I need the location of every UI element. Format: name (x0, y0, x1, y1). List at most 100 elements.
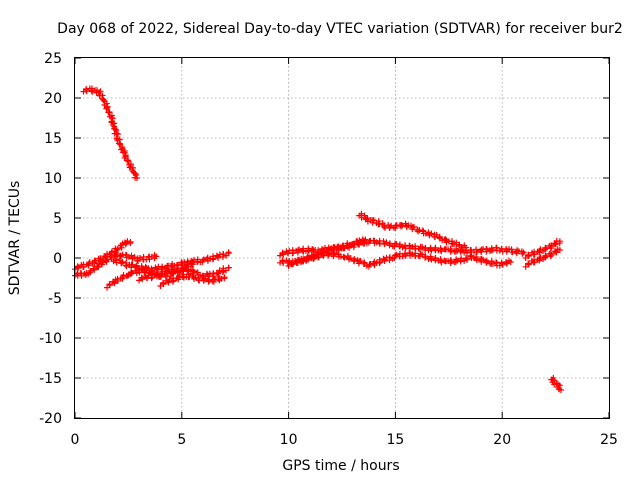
data-point-marker (462, 244, 469, 251)
grid-lines (75, 58, 609, 418)
data-point-marker (525, 253, 532, 260)
data-point-marker (202, 275, 209, 282)
series-arc-morning-5 (136, 264, 232, 284)
series-arc-high (80, 85, 140, 181)
data-point-marker (109, 122, 116, 129)
data-point-marker (135, 258, 142, 265)
data-point-marker (133, 172, 140, 179)
data-point-marker (133, 175, 140, 181)
data-point-marker (127, 239, 134, 245)
data-point-marker (432, 254, 439, 261)
y-tick-label: 20 (44, 91, 62, 107)
data-point-marker (536, 257, 543, 264)
data-point-marker (448, 247, 455, 254)
data-point-marker (210, 255, 217, 262)
data-point-marker (473, 257, 480, 264)
data-point-marker (507, 259, 514, 265)
data-point-marker (109, 115, 116, 122)
data-point-marker (139, 276, 146, 283)
data-point-marker (210, 278, 217, 285)
data-point-marker (159, 280, 166, 287)
data-point-marker (438, 248, 445, 255)
series-arc-midday-3 (356, 210, 469, 251)
data-point-marker (304, 253, 311, 260)
data-point-marker (361, 259, 368, 266)
data-point-marker (164, 269, 171, 276)
data-point-marker (437, 245, 444, 252)
data-point-marker (175, 276, 182, 283)
data-point-marker (85, 262, 92, 269)
data-point-marker (464, 249, 471, 256)
data-point-marker (422, 244, 429, 251)
data-point-marker (184, 266, 191, 273)
data-point-marker (442, 236, 449, 243)
data-point-marker (74, 263, 81, 270)
data-point-marker (166, 276, 173, 283)
data-point-marker (393, 251, 400, 258)
data-point-marker (341, 254, 348, 261)
data-point-marker (91, 259, 98, 266)
data-point-marker (525, 260, 532, 267)
data-point-marker (288, 261, 295, 268)
data-point-marker (557, 387, 564, 393)
data-point-marker (303, 257, 310, 264)
y-tick-label: -20 (39, 411, 62, 427)
data-point-marker (340, 254, 347, 261)
data-point-marker (438, 259, 445, 266)
x-tick-label: 15 (386, 432, 404, 448)
data-point-marker (114, 251, 121, 258)
data-point-marker (116, 140, 123, 147)
data-point-marker (456, 241, 463, 248)
data-point-marker (103, 105, 110, 112)
data-point-marker (170, 277, 177, 284)
data-point-marker (279, 250, 286, 257)
y-tick-label: 25 (44, 51, 62, 67)
data-point-marker (99, 261, 106, 268)
data-point-marker (129, 261, 136, 268)
data-point-marker (200, 256, 207, 263)
data-point-marker (503, 260, 510, 267)
data-point-marker (313, 253, 320, 260)
x-tick-label: 0 (71, 432, 80, 448)
data-point-marker (464, 256, 471, 263)
data-point-marker (391, 254, 398, 261)
data-point-marker (483, 246, 490, 253)
data-point-marker (75, 265, 82, 272)
data-point-marker (548, 251, 555, 258)
data-points (72, 85, 564, 393)
data-point-marker (483, 245, 490, 252)
data-point-marker (225, 264, 232, 271)
data-point-marker (483, 257, 490, 264)
x-tick-label: 25 (600, 432, 618, 448)
data-point-marker (142, 263, 149, 270)
data-point-marker (124, 157, 131, 164)
data-point-marker (160, 281, 167, 288)
data-point-marker (138, 275, 145, 282)
data-point-marker (280, 251, 287, 258)
data-point-marker (499, 261, 506, 268)
data-point-marker (325, 252, 332, 259)
data-point-marker (225, 250, 232, 257)
data-point-marker (105, 109, 112, 116)
data-point-marker (428, 256, 435, 263)
y-tick-label: -5 (48, 291, 62, 307)
data-point-marker (153, 253, 160, 260)
data-point-marker (176, 273, 183, 280)
data-point-marker (396, 241, 403, 248)
y-tick-label: 5 (53, 211, 62, 227)
data-point-marker (131, 254, 138, 261)
data-point-marker (419, 243, 426, 250)
data-point-marker (114, 245, 121, 252)
x-axis-label: GPS time / hours (282, 458, 399, 474)
y-tick-label: 10 (44, 171, 62, 187)
axis-ticks: 0 5 10 15 20 25 -20 -15 -10 -5 0 5 10 15 20 25 (39, 51, 618, 448)
data-point-marker (419, 227, 426, 234)
data-point-marker (294, 256, 301, 263)
y-tick-label: -15 (39, 371, 62, 387)
data-point-marker (114, 131, 121, 138)
data-point-marker (309, 245, 316, 252)
data-point-marker (531, 251, 538, 258)
data-point-marker (520, 249, 527, 256)
data-point-marker (473, 253, 480, 260)
chart-title: Day 068 of 2022, Sidereal Day-to-day VTE… (57, 21, 623, 37)
